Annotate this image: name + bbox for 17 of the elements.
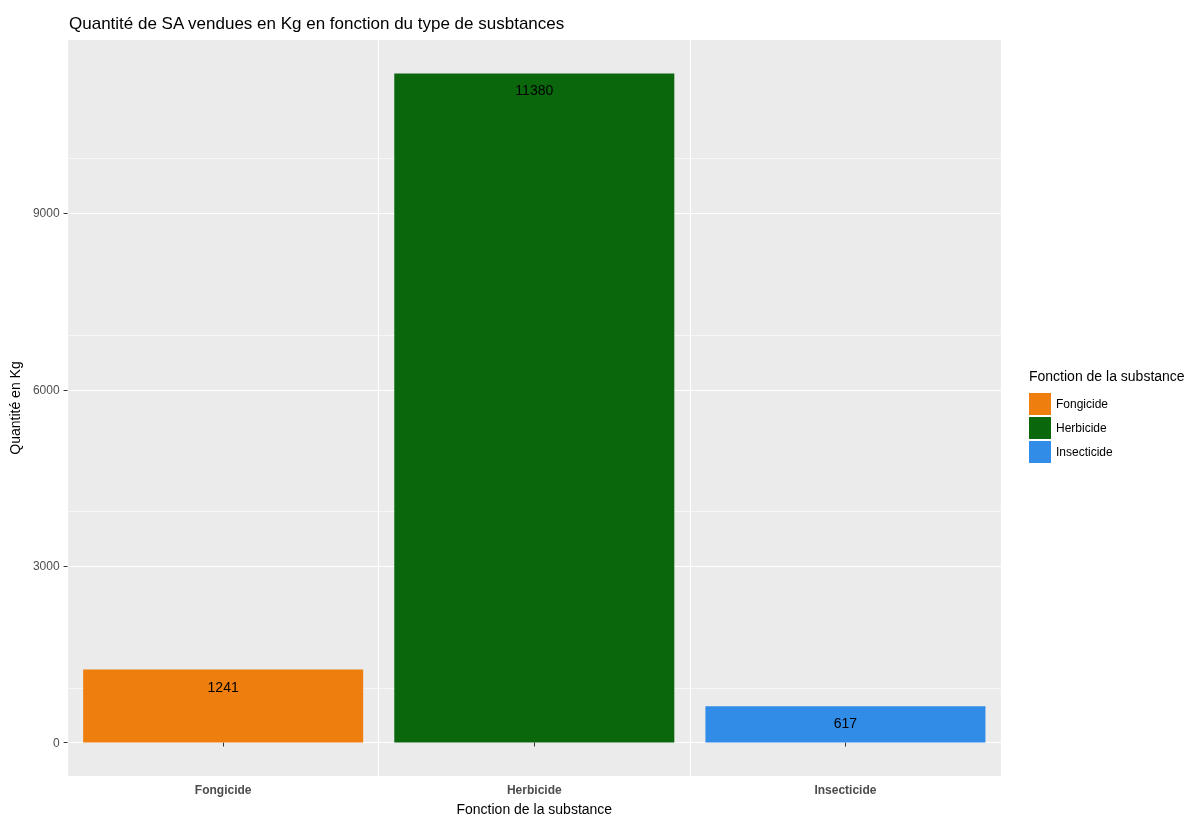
y-tick-label: 6000 (32, 382, 60, 397)
x-tick-label: Insecticide (814, 783, 877, 797)
legend-label: Insecticide (1056, 445, 1114, 459)
legend-label: Fongicide (1056, 397, 1109, 411)
y-axis-title: Quantité en Kg (7, 361, 23, 455)
data-label: 1241 (207, 678, 239, 695)
x-tick-label: Fongicide (194, 783, 252, 797)
y-tick-label: 3000 (32, 559, 60, 574)
chart-title: Quantité de SA vendues en Kg en fonction du type de susbtances (69, 14, 565, 33)
data-label: 617 (833, 715, 858, 732)
legend-title: Fonction de la substance (1029, 368, 1185, 384)
data-label: 11380 (515, 82, 554, 99)
x-axis-title: Fonction de la substance (456, 801, 613, 817)
x-tick-label: Herbicide (506, 783, 562, 797)
legend-label: Herbicide (1056, 421, 1108, 435)
y-tick-label: 9000 (32, 206, 60, 221)
y-tick-label: 0 (52, 735, 60, 750)
